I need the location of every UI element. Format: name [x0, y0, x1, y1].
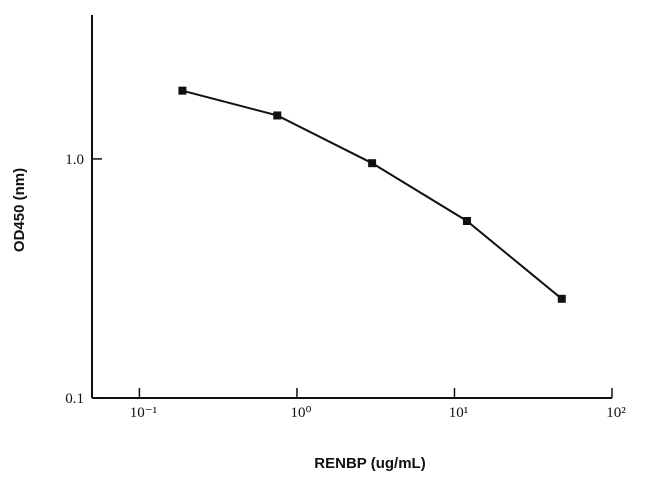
x-tick-label: 10¹ [449, 405, 469, 421]
data-point [462, 217, 471, 226]
y-axis-title: OD450 (nm) [11, 168, 28, 252]
x-tick-label: 10⁰ [290, 405, 311, 421]
x-tick-label: 10² [606, 405, 626, 421]
data-line [182, 89, 563, 300]
data-point [368, 159, 377, 168]
x-axis-title: RENBP (ug/mL) [314, 455, 425, 472]
y-tick-label: 0.1 [65, 391, 84, 407]
data-point [273, 111, 282, 120]
x-tick-label: 10⁻¹ [130, 405, 157, 421]
data-point [557, 294, 566, 303]
y-tick-label: 1.0 [65, 152, 84, 168]
data-point [178, 86, 187, 95]
